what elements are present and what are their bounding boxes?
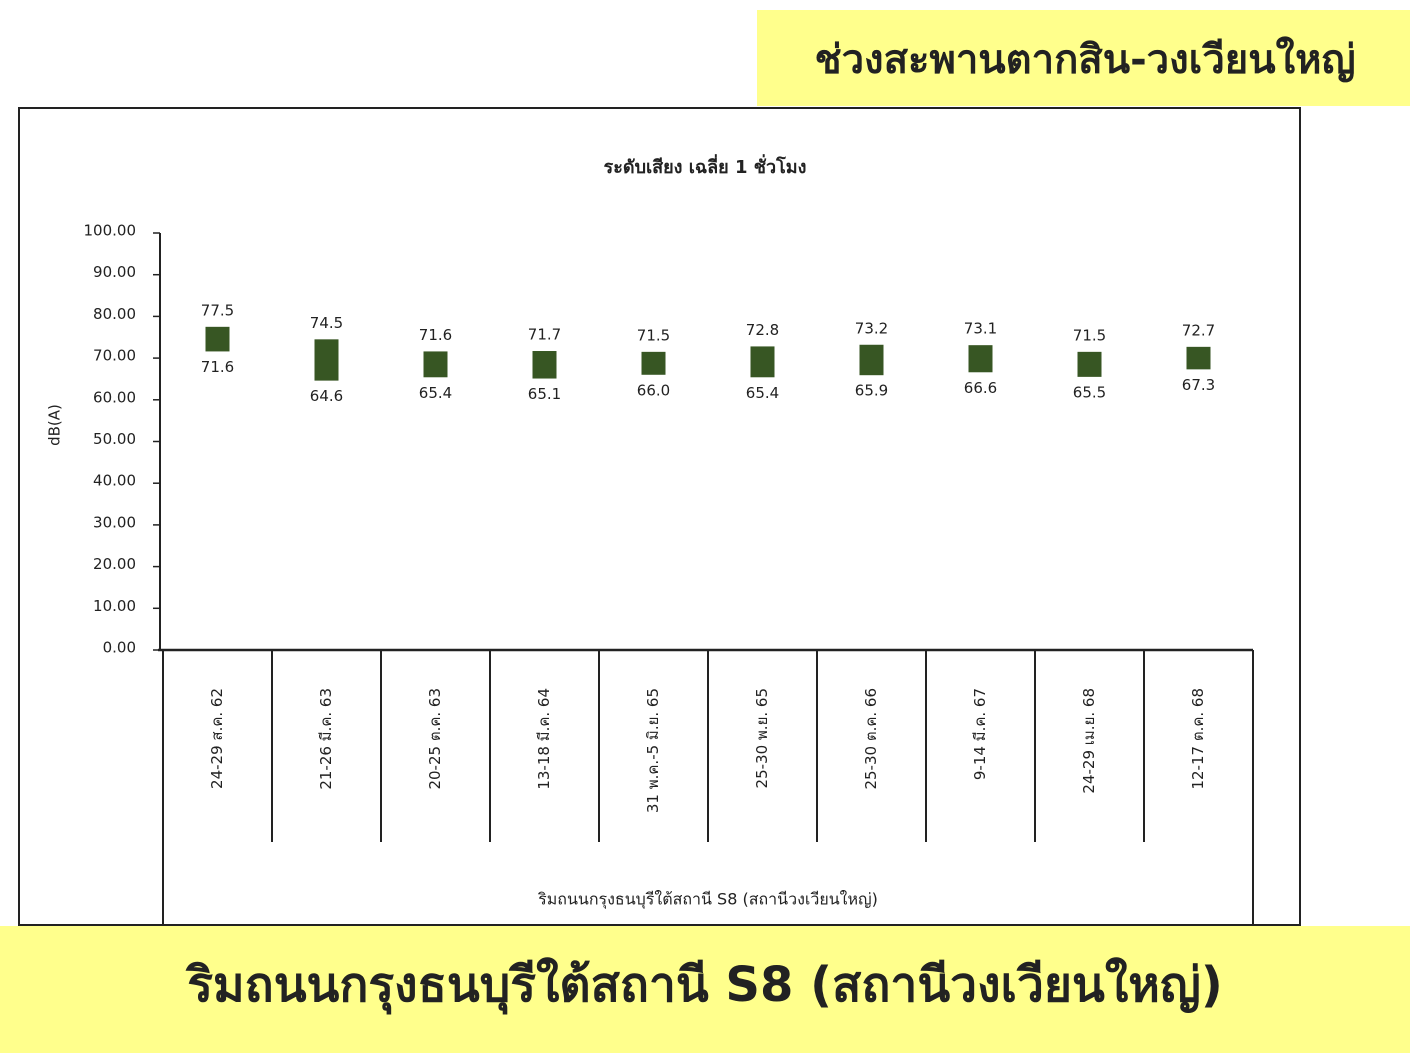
x-tick-label: 25-30 ต.ค. 66 [862,688,880,790]
y-tick-label: 80.00 [93,305,136,323]
y-tick-label: 70.00 [93,347,136,365]
high-label: 71.5 [1073,326,1106,344]
chart-title: ระดับเสียง เฉลี่ย 1 ชั่วโมง [604,154,807,178]
range-bar [205,326,230,352]
high-label: 72.7 [1182,321,1215,339]
x-tick-label: 13-18 มี.ค. 64 [535,688,553,790]
range-bar [314,339,339,381]
y-tick-label: 50.00 [93,430,136,448]
high-label: 71.6 [419,326,452,344]
y-axis-label: dB(A) [46,404,64,446]
footer-title: ริมถนนกรุงธนบุรีใต้สถานี S8 (สถานีวงเวีย… [185,956,1223,1015]
x-tick-label: 21-26 มี.ค. 63 [317,688,335,790]
range-bar [1186,346,1211,370]
x-tick-label: 12-17 ต.ค. 68 [1189,688,1207,790]
high-label: 71.7 [528,326,561,344]
high-label: 72.8 [746,321,779,339]
low-label: 65.4 [746,384,779,402]
range-bar [1077,351,1102,377]
x-tick-label: 25-30 พ.ย. 65 [753,688,771,788]
high-label: 77.5 [201,301,234,319]
y-tick-label: 20.00 [93,555,136,573]
y-tick-label: 0.00 [103,639,136,657]
low-label: 66.0 [637,381,670,399]
x-tick-label: 9-14 มี.ค. 67 [971,688,989,780]
header-title: ช่วงสะพานตากสิน-วงเวียนใหญ่ [814,36,1355,83]
low-label: 65.9 [855,382,888,400]
high-label: 71.5 [637,326,670,344]
y-tick-label: 40.00 [93,472,136,490]
low-label: 65.1 [528,385,561,403]
high-label: 73.1 [964,320,997,338]
range-bar [532,351,557,379]
y-tick-label: 90.00 [93,263,136,281]
low-label: 65.4 [419,384,452,402]
low-label: 71.6 [201,358,234,376]
low-label: 66.6 [964,379,997,397]
low-label: 64.6 [310,387,343,405]
y-tick-label: 60.00 [93,388,136,406]
x-tick-label: 31 พ.ค.-5 มิ.ย. 65 [644,688,662,813]
y-tick-label: 100.00 [84,222,137,240]
footer-box [0,926,1410,1053]
y-tick-label: 10.00 [93,597,136,615]
range-bar [641,351,666,375]
range-bar [968,345,993,373]
low-label: 67.3 [1182,376,1215,394]
range-bar [750,346,775,378]
x-axis-label: ริมถนนกรุงธนบุรีใต้สถานี S8 (สถานีวงเวีย… [538,890,878,910]
x-tick-label: 20-25 ต.ค. 63 [426,688,444,790]
high-label: 74.5 [310,314,343,332]
x-tick-label: 24-29 ส.ค. 62 [208,688,226,789]
range-bar [859,344,884,376]
chart-frame [18,107,1301,926]
range-bar [423,351,448,378]
high-label: 73.2 [855,319,888,337]
x-tick-label: 24-29 เม.ย. 68 [1080,688,1098,794]
low-label: 65.5 [1073,383,1106,401]
y-tick-label: 30.00 [93,513,136,531]
header-box [757,10,1410,106]
